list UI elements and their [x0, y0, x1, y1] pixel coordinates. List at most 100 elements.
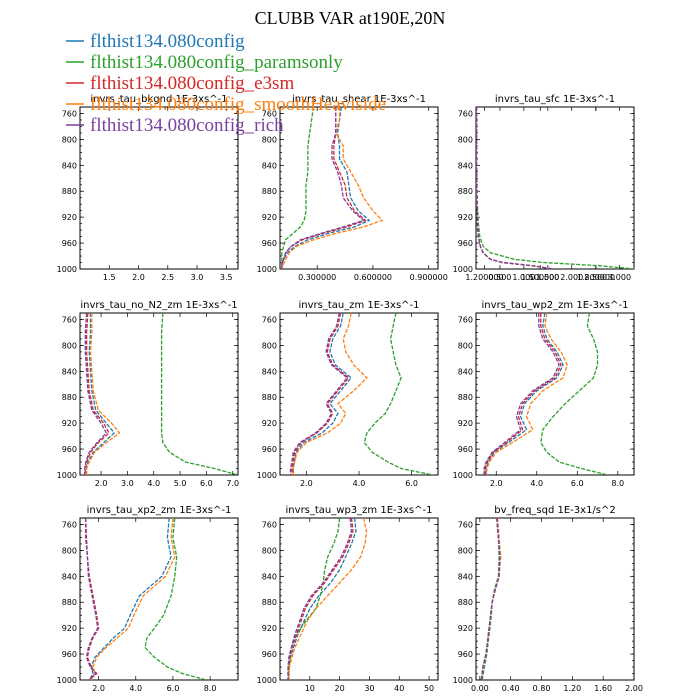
y-tick-label: 960	[458, 650, 473, 659]
series-line-flthist134-080config	[85, 313, 116, 475]
subplot-6: invrs_tau_wp2_zm 1E-3xs^-1 760 800 840 880 92…	[453, 300, 635, 488]
subplot-title: bv_freq_sqd 1E-3x1/s^2	[494, 505, 616, 516]
y-tick-label: 800	[262, 546, 277, 555]
y-tick-label: 920	[458, 213, 473, 222]
y-tick-label: 760	[262, 520, 277, 529]
x-tick-label: 0.900000	[410, 273, 448, 282]
series-line-flthist134-080config-smoothHeaviside	[292, 313, 368, 475]
y-tick-label: 760	[62, 315, 77, 324]
y-tick-label: 880	[458, 598, 473, 607]
plot-frame	[79, 517, 239, 681]
series-line-flthist134-080config	[88, 518, 172, 680]
y-tick-label: 920	[458, 419, 473, 428]
y-tick-label: 800	[262, 341, 277, 350]
series-line-flthist134-080config-rich	[84, 518, 99, 680]
subplot-5: invrs_tau_zm 1E-3xs^-1 760 800 840 880 920 960…	[257, 300, 439, 488]
y-tick-label: 1000	[57, 676, 77, 685]
subplot-title: invrs_tau_wp2_zm 1E-3xs^-1	[482, 300, 629, 311]
x-tick-label: 1.500000	[521, 273, 559, 282]
y-tick-label: 760	[458, 109, 473, 118]
x-tick-label: 1.20	[563, 684, 581, 693]
y-tick-label: 1000	[57, 265, 77, 274]
series-line-flthist134-080config-rich	[281, 107, 365, 269]
series-line-flthist134-080config	[281, 107, 371, 269]
series-line-flthist134-080config	[485, 313, 564, 475]
plot-frame	[279, 517, 439, 681]
x-tick-label: 10	[305, 684, 315, 693]
x-tick-label: 4.0	[147, 479, 160, 488]
series-line-flthist134-080config-smoothHeaviside	[281, 107, 384, 269]
y-tick-label: 920	[62, 419, 77, 428]
y-tick-label: 880	[62, 598, 77, 607]
y-tick-label: 840	[458, 572, 473, 581]
y-tick-label: 960	[458, 445, 473, 454]
series-line-flthist134-080config-rich	[84, 313, 108, 475]
series-line-flthist134-080config-smoothHeaviside	[288, 518, 368, 680]
x-tick-label: 6.0	[405, 479, 418, 488]
figure-title: CLUBB VAR at190E,20N	[255, 8, 446, 28]
plot-frame	[475, 106, 635, 270]
series-line-flthist134-080config-paramsonly	[281, 107, 315, 269]
legend-entry: flthist134.080config	[90, 31, 245, 52]
x-tick-label: 4.0	[353, 479, 366, 488]
y-tick-label: 960	[62, 445, 77, 454]
subplot-title: invrs_tau_no_N2_zm 1E-3xs^-1	[80, 300, 237, 311]
x-tick-label: 6.0	[571, 479, 584, 488]
subplot-title: invrs_tau_wp3_zm 1E-3xs^-1	[286, 505, 433, 516]
series-line-flthist134-080config-paramsonly	[288, 518, 341, 680]
y-tick-label: 960	[62, 239, 77, 248]
subplot-title: invrs_tau_sfc 1E-3xs^-1	[495, 94, 615, 105]
y-tick-label: 800	[458, 341, 473, 350]
plot-frame	[475, 517, 635, 681]
x-tick-label: 3.5	[220, 273, 233, 282]
x-tick-label: 4.0	[530, 479, 543, 488]
series-line-flthist134-080config-smoothHeaviside	[480, 518, 502, 680]
y-tick-label: 800	[62, 135, 77, 144]
plot-frame	[475, 312, 635, 476]
y-tick-label: 880	[262, 393, 277, 402]
series-line-flthist134-080config	[288, 518, 357, 680]
x-tick-label: 1.500	[536, 273, 559, 282]
y-tick-label: 840	[62, 161, 77, 170]
x-tick-label: 0.80	[533, 684, 551, 693]
series-line-flthist134-080config-smoothHeaviside	[85, 313, 121, 475]
y-tick-label: 920	[62, 624, 77, 633]
series-line-flthist134-080config-paramsonly	[540, 313, 608, 475]
y-tick-label: 1000	[57, 471, 77, 480]
y-tick-label: 920	[262, 213, 277, 222]
x-tick-label: 3.0	[191, 273, 204, 282]
subplot-title: invrs_tau_bkgnd 1E-3xs^-1	[90, 94, 227, 105]
y-tick-label: 880	[458, 187, 473, 196]
series-line-flthist134-080config-paramsonly	[363, 313, 433, 475]
y-tick-label: 840	[262, 367, 277, 376]
y-tick-label: 760	[458, 315, 473, 324]
legend-entry: flthist134.080config_rich	[90, 115, 284, 136]
y-tick-label: 880	[458, 393, 473, 402]
x-tick-label: 2.000	[560, 273, 583, 282]
y-tick-label: 960	[262, 650, 277, 659]
series-line-flthist134-080config-paramsonly	[160, 313, 238, 475]
x-tick-label: 8.0	[611, 479, 624, 488]
series-line-flthist134-080config-paramsonly	[476, 107, 634, 269]
subplot-7: invrs_tau_xp2_zm 1E-3xs^-1 760 800 840 880 92…	[57, 505, 239, 693]
series-line-flthist134-080config-rich	[476, 107, 553, 269]
x-tick-label: 3.000	[608, 273, 631, 282]
y-tick-label: 880	[262, 598, 277, 607]
x-tick-label: 0.300000	[298, 273, 336, 282]
y-tick-label: 760	[458, 520, 473, 529]
y-tick-label: 880	[262, 187, 277, 196]
x-tick-label: 2.00	[625, 684, 643, 693]
legend-entry: flthist134.080config_smoothHeaviside	[90, 94, 386, 115]
x-tick-label: 50	[424, 684, 434, 693]
y-tick-label: 880	[62, 393, 77, 402]
subplot-title: invrs_tau_zm 1E-3xs^-1	[298, 300, 419, 311]
x-tick-label: 5.0	[174, 479, 187, 488]
y-tick-label: 800	[458, 135, 473, 144]
subplot-title: invrs_tau_xp2_zm 1E-3xs^-1	[87, 505, 232, 516]
y-tick-label: 1000	[257, 471, 277, 480]
legend-entry: flthist134.080config_paramsonly	[90, 52, 343, 73]
y-tick-label: 920	[458, 624, 473, 633]
y-tick-label: 1000	[453, 676, 473, 685]
